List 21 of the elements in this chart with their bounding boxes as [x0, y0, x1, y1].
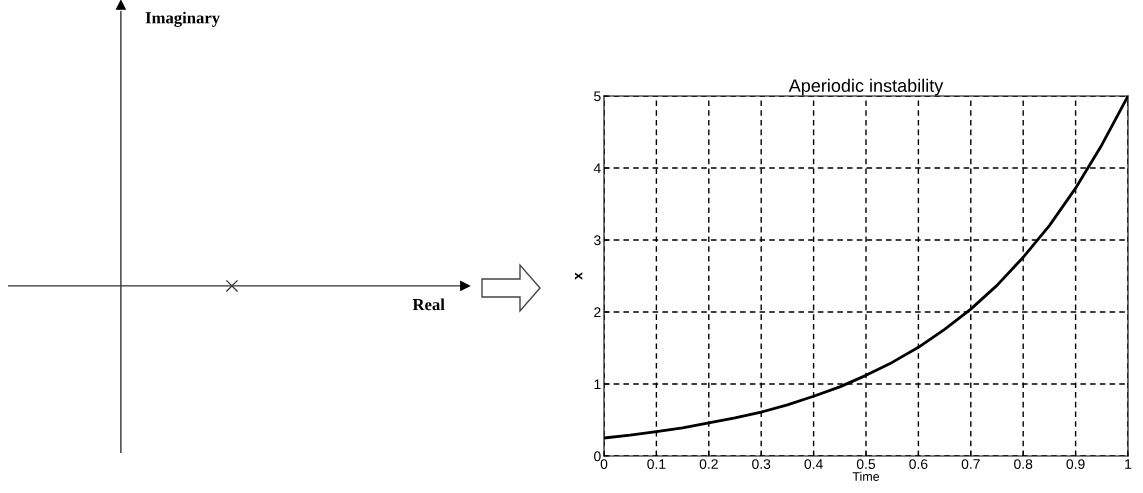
x-tick-label: 0.2 [699, 459, 718, 469]
x-tick-label: 0.8 [1014, 459, 1033, 469]
chart-title: Aperiodic instability [788, 78, 944, 96]
text: Imaginary [145, 11, 220, 27]
y-axis-title: x [574, 272, 583, 280]
text: Real [412, 298, 445, 311]
x-tick-label: 0.1 [647, 459, 666, 469]
y-tick-label: 0 [594, 451, 601, 462]
y-tick-label: 4 [593, 163, 601, 174]
x-tick-label: 0.6 [909, 459, 928, 469]
x-axis-title: Time [852, 471, 880, 481]
y-tick-label: 2 [594, 307, 601, 318]
x-tick-label: 1 [1125, 459, 1132, 469]
x-tick-label: 0.7 [961, 459, 980, 469]
x-tick-label: 0.5 [856, 459, 876, 469]
x-tick-label: 0.3 [752, 459, 771, 469]
x-tick-label: 0.4 [804, 459, 823, 469]
y-tick-label: 1 [594, 379, 601, 390]
y-tick-label: 5 [594, 91, 601, 102]
y-tick-label: 3 [594, 235, 601, 246]
x-tick-label: 0.9 [1066, 459, 1085, 469]
